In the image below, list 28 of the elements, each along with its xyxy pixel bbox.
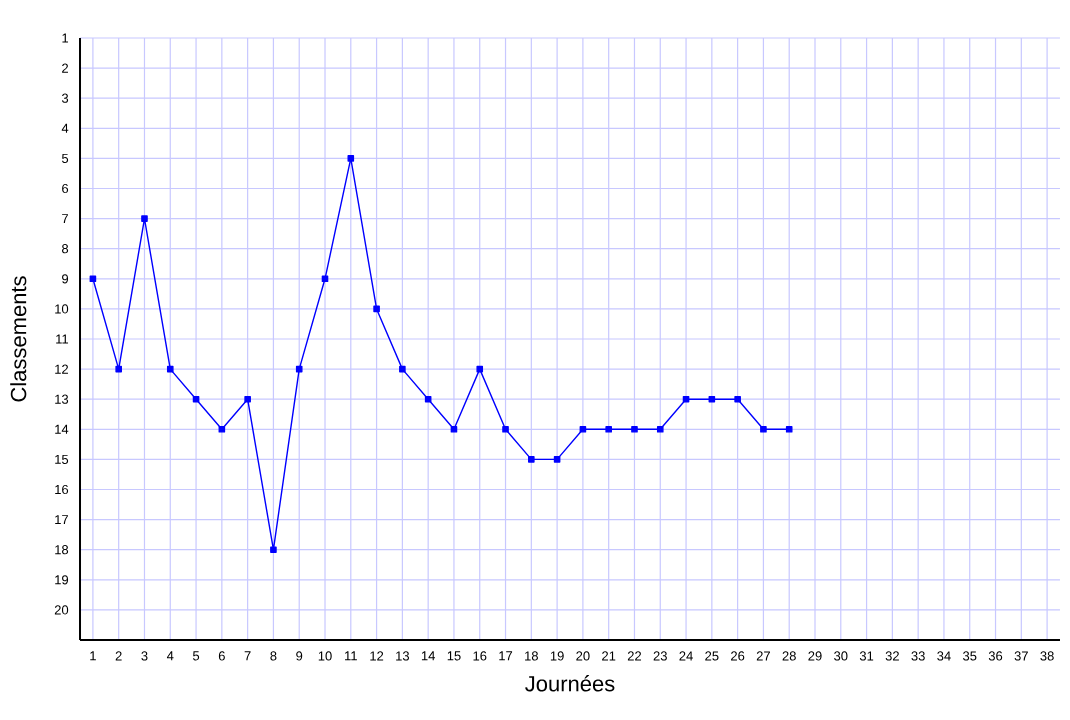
point (631, 426, 638, 433)
point (656, 426, 664, 433)
point (553, 456, 561, 463)
point (166, 365, 174, 373)
point (295, 365, 303, 373)
point (450, 426, 458, 433)
point (579, 426, 587, 433)
point (115, 365, 122, 373)
y-axis-title: Classements (10, 276, 27, 402)
point (399, 365, 406, 373)
point (373, 305, 380, 313)
point (760, 426, 767, 433)
x-axis-title: Journées (525, 675, 615, 692)
point (605, 426, 612, 433)
point (476, 365, 484, 373)
point (192, 395, 200, 403)
point (244, 395, 251, 403)
point (270, 546, 277, 554)
point (347, 155, 355, 162)
point (424, 395, 432, 403)
point (502, 426, 509, 433)
point (528, 456, 535, 463)
point (218, 426, 226, 433)
point (708, 395, 716, 403)
point (682, 395, 690, 403)
point (734, 395, 741, 403)
point (141, 215, 148, 222)
point (785, 426, 793, 433)
